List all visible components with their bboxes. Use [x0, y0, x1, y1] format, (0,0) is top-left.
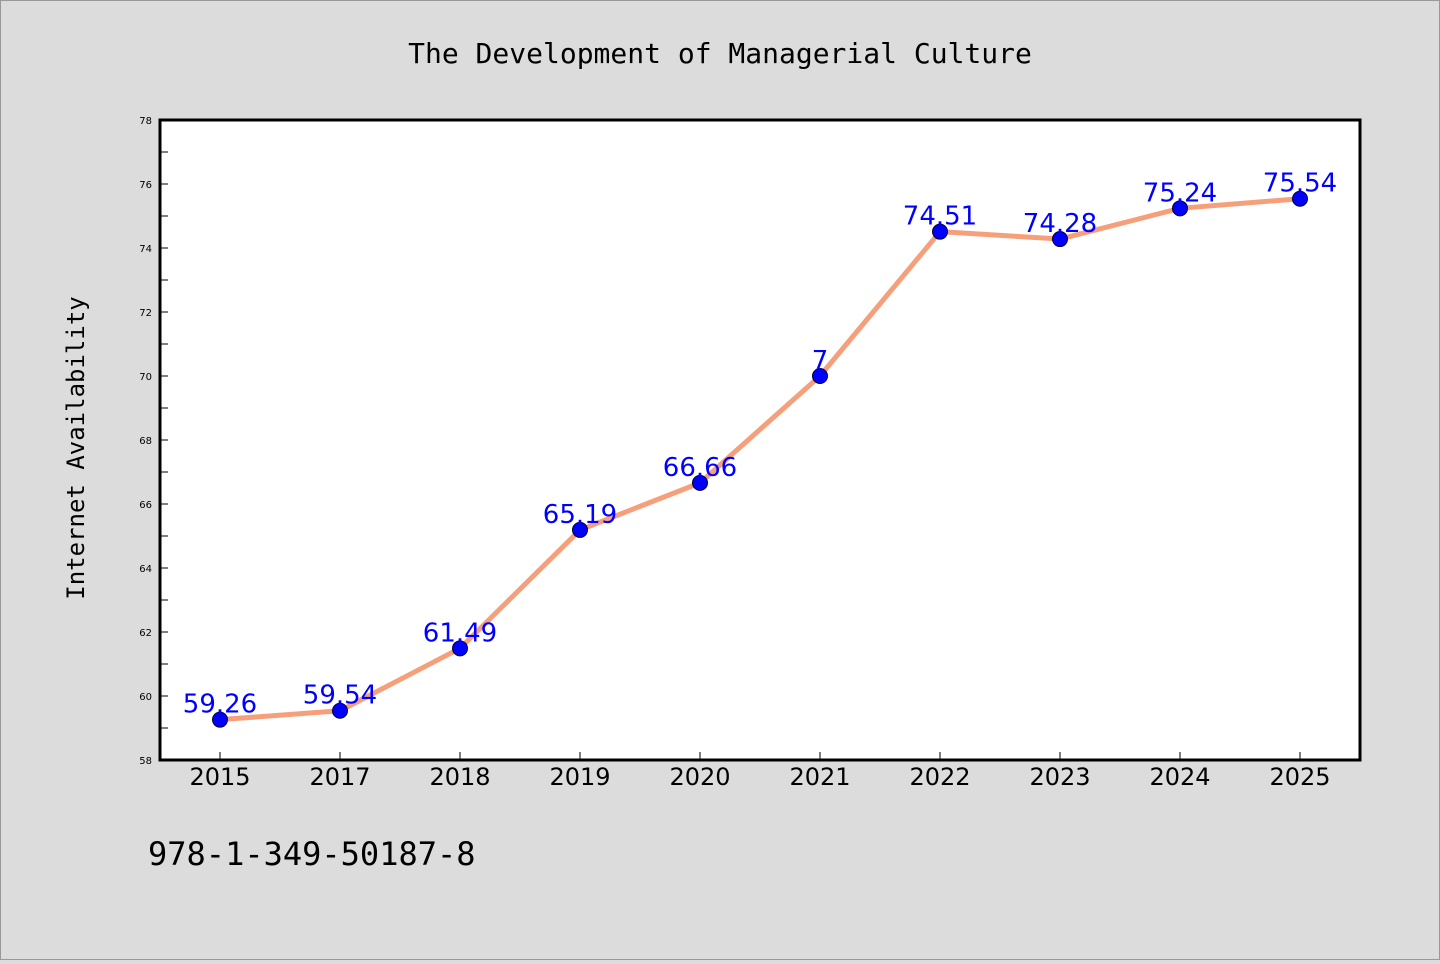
data-label: 66.66 [663, 453, 737, 483]
data-point [332, 702, 348, 719]
x-tick-label: 2021 [789, 763, 850, 791]
data-point [1292, 190, 1308, 207]
data-label: 75.54 [1263, 169, 1337, 199]
x-tick-label: 2023 [1029, 763, 1090, 791]
data-label: 61.49 [423, 618, 497, 648]
data-label: 65.19 [543, 500, 617, 530]
x-tick-label: 2015 [189, 763, 250, 791]
data-point [572, 521, 588, 538]
plot-area [158, 118, 1362, 762]
y-tick-label: 76 [139, 180, 152, 191]
chart-title: The Development of Managerial Culture [408, 37, 1032, 70]
y-tick-label: 64 [139, 564, 152, 575]
x-tick-label: 2020 [669, 763, 730, 791]
series-line [219, 196, 1301, 723]
data-point [812, 368, 828, 384]
data-label: 74.51 [903, 202, 977, 232]
data-point [212, 711, 228, 728]
data-label: 75.24 [1143, 178, 1217, 208]
x-tick-label: 2025 [1269, 763, 1330, 791]
x-axis-ticks: 2015 2017 2018 2019 2020 2021 2022 2023 2024 2025 [189, 752, 1331, 791]
data-label: 59.26 [183, 690, 257, 720]
y-tick-label: 74 [139, 244, 152, 255]
data-points-group [212, 190, 1308, 728]
data-label: 74.28 [1023, 209, 1097, 239]
x-tick-label: 2019 [549, 763, 610, 791]
data-point [692, 474, 708, 491]
x-tick-label: 2022 [909, 763, 970, 791]
x-tick-label: 2017 [309, 763, 370, 791]
y-tick-label: 68 [139, 436, 152, 447]
y-tick-label: 60 [139, 692, 152, 703]
footer-code: 978-1-349-50187-8 [148, 835, 476, 873]
y-tick-label: 72 [139, 308, 152, 319]
data-labels-group: 59.26 59.54 61.49 65.19 66.66 7 74.51 74.28 75.2… [183, 169, 1337, 720]
data-point [452, 640, 468, 657]
y-tick-label: 70 [139, 372, 152, 383]
data-point [1172, 200, 1188, 217]
data-point [932, 223, 948, 240]
y-tick-label: 66 [139, 500, 152, 511]
series-line-group [219, 196, 1301, 723]
data-label: 7 [812, 346, 829, 376]
data-point [1052, 231, 1068, 248]
x-tick-label: 2024 [1149, 763, 1210, 791]
y-axis-label: Internet Availability [62, 296, 90, 599]
y-tick-label: 58 [139, 756, 152, 767]
data-label: 59.54 [303, 681, 377, 711]
x-tick-label: 2018 [429, 763, 490, 791]
y-axis-ticks: 58 60 62 64 66 68 70 72 74 76 78 [139, 116, 168, 767]
y-tick-label: 62 [139, 628, 152, 639]
y-tick-label: 78 [139, 116, 152, 127]
